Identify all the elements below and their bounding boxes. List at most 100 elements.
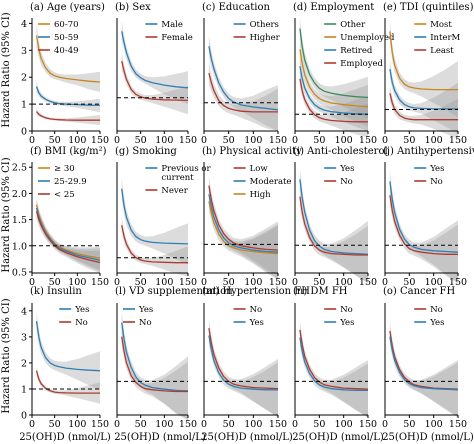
series-line-2 (121, 336, 188, 393)
y-tick-label: 2 (21, 358, 27, 369)
series-line-1 (208, 185, 279, 251)
x-tick-label: 150 (91, 277, 109, 288)
y-tick-label: 3 (21, 332, 27, 343)
panel-title: (c) Education (202, 2, 271, 13)
panel-title: (f) BMI (kg/m²) (30, 146, 107, 157)
panel-title: (o) Cancer FH (383, 286, 455, 297)
y-tick-label: 2.5 (12, 163, 27, 174)
ci-band-1 (299, 320, 368, 418)
panel-title: (d) Employment (293, 2, 374, 13)
ci-band-2 (36, 366, 100, 404)
ci-band-3 (389, 85, 458, 140)
legend-label: Female (161, 33, 192, 43)
y-axis-label-row2: Hazard Ratio (95% CI) (1, 157, 12, 272)
panel-title: (e) TDI (quintiles) (383, 2, 474, 13)
series-line-2 (208, 72, 278, 113)
legend-label: InterM (430, 33, 460, 43)
series-line-2 (299, 49, 369, 108)
x-tick-label: 100 (425, 135, 443, 146)
x-tick-label: 100 (244, 419, 262, 430)
series-line-1 (389, 181, 459, 253)
series-line-2 (35, 207, 101, 262)
legend-label: 25-29.9 (54, 177, 87, 187)
x-tick-label: 100 (68, 277, 86, 288)
x-tick-label: 0 (201, 135, 207, 146)
x-axis-label-col4: 25(OH)D (nmol/L) (292, 432, 384, 443)
ci-band-2 (389, 60, 458, 134)
x-tick-label: 0 (292, 277, 298, 288)
legend-label: Other (340, 20, 366, 30)
legend-label: No (430, 177, 443, 187)
legend-label: Employed (340, 59, 383, 69)
y-tick-label: 3 (21, 46, 27, 57)
legend-label: current (161, 173, 194, 183)
legend-label: 50-59 (54, 33, 79, 43)
legend-label: Moderate (250, 177, 292, 187)
panel-title: (m) Hypertension FH (202, 286, 310, 297)
ci-band-1 (299, 18, 368, 119)
legend-label: No (250, 305, 263, 315)
x-tick-label: 150 (179, 135, 197, 146)
series-line-2 (389, 68, 458, 110)
x-tick-label: 50 (49, 419, 61, 430)
x-tick-label: 150 (179, 419, 197, 430)
legend-label: ≥ 30 (54, 164, 75, 174)
y-tick-label: 1.5 (12, 215, 27, 226)
series-line-2 (121, 61, 189, 102)
x-axis-label-col5: 25(OH)D (nmol/L) (382, 432, 474, 443)
series-line-2 (389, 336, 459, 391)
series-line-2 (35, 86, 101, 107)
panel-title: (a) Age (years) (30, 2, 105, 13)
x-tick-label: 100 (425, 277, 443, 288)
x-tick-label: 0 (201, 419, 207, 430)
x-tick-label: 50 (49, 277, 61, 288)
series-line-3 (299, 65, 369, 115)
x-tick-label: 0 (292, 135, 298, 146)
legend-label: No (340, 177, 353, 187)
legend-label: Most (430, 20, 452, 30)
y-tick-label: 2 (21, 73, 27, 84)
x-tick-label: 0 (114, 277, 120, 288)
ci-band-3 (299, 57, 368, 131)
x-tick-label: 100 (425, 419, 443, 430)
x-tick-label: 50 (135, 135, 147, 146)
ci-band-2 (389, 327, 458, 418)
x-tick-label: 50 (403, 277, 415, 288)
x-tick-label: 50 (313, 135, 325, 146)
x-tick-label: 150 (269, 135, 287, 146)
panel-13: (m) Hypertension FH 0 50 100 150 No Yes (201, 286, 310, 430)
x-tick-label: 100 (155, 419, 173, 430)
ci-band-2 (299, 185, 368, 283)
series-line-1 (121, 188, 189, 245)
y-tick-label: 0 (21, 127, 27, 138)
ci-band-1 (208, 35, 278, 132)
ci-band-2 (36, 200, 100, 272)
legend-label: < 25 (54, 190, 75, 200)
x-tick-label: 100 (335, 277, 353, 288)
legend-label: Least (430, 46, 454, 56)
ci-band-2 (208, 184, 278, 279)
legend-label: Yes (429, 164, 444, 174)
series-line-1 (121, 31, 189, 89)
legend-label: 40-49 (54, 46, 79, 56)
series-line-3 (36, 111, 100, 121)
legend-label: No (139, 318, 152, 328)
x-tick-label: 0 (382, 135, 388, 146)
x-tick-label: 0 (29, 135, 35, 146)
x-tick-label: 150 (359, 277, 377, 288)
ci-band-3 (208, 191, 278, 281)
legend-label: Yes (74, 305, 89, 315)
x-axis-label-col2: 25(OH)D (nmol/L) (114, 432, 206, 443)
panel-10: (j) Antihypertensive 0 50 100 150 Yes No (382, 146, 474, 288)
series-line-1 (35, 35, 101, 83)
y-tick-label: 2.0 (12, 189, 27, 200)
x-tick-label: 0 (29, 419, 35, 430)
y-tick-label: 0.5 (12, 267, 27, 278)
series-line-1 (389, 31, 458, 91)
x-tick-label: 50 (223, 419, 235, 430)
series-line-2 (299, 196, 368, 256)
legend-label: Male (161, 20, 183, 30)
legend-label: No (430, 305, 443, 315)
